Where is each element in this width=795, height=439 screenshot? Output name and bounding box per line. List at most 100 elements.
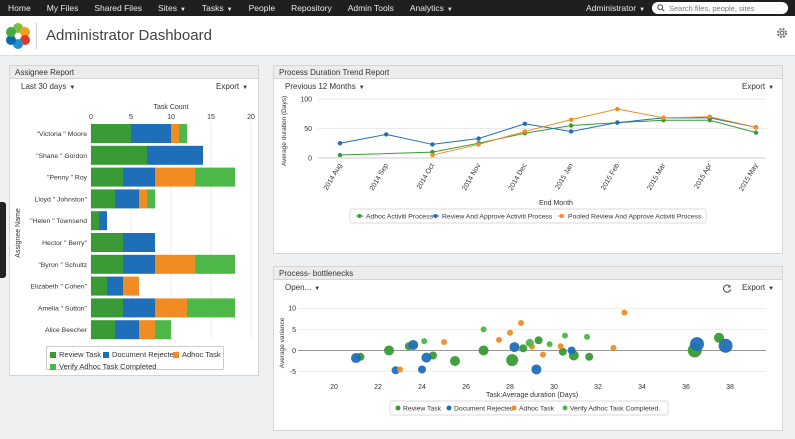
x-tick-label: 2014 Aug xyxy=(323,162,344,191)
panel-toolbar: Last 30 days ▼ Export ▼ xyxy=(10,79,258,94)
chevron-down-icon: ▼ xyxy=(226,7,233,13)
assignee-report-panel: Assignee Report Last 30 days ▼ Export ▼ Ta… xyxy=(9,65,259,376)
x-tick-label: 2014 Dec xyxy=(508,162,529,192)
bubble xyxy=(509,342,520,353)
nav-item-repository[interactable]: Repository xyxy=(283,0,340,16)
chevron-down-icon: ▼ xyxy=(69,85,76,91)
gear-icon[interactable] xyxy=(776,27,788,39)
legend-label: Verify Adhoc Task Completed. xyxy=(570,406,660,413)
data-point xyxy=(615,120,620,125)
y-axis-label: Average duration (Days) xyxy=(281,96,288,166)
legend-marker xyxy=(395,405,401,411)
side-drawer-handle[interactable] xyxy=(0,202,6,278)
data-point xyxy=(522,121,528,126)
x-tick-label: 30 xyxy=(550,384,558,391)
search-input[interactable] xyxy=(669,3,783,13)
period-dropdown[interactable]: Previous 12 Months ▼ xyxy=(285,82,365,91)
bar-segment xyxy=(123,167,155,187)
assignee-bar-chart: Task Count 0 5 10 15 20 "Victoria " Moore "Shan… xyxy=(15,104,255,340)
x-axis-label: End Month xyxy=(539,200,573,207)
legend-swatch xyxy=(173,351,179,358)
export-dropdown[interactable]: Export ▼ xyxy=(742,283,774,292)
alfresco-logo xyxy=(6,23,30,49)
nav-item-home[interactable]: Home xyxy=(0,0,39,16)
data-point xyxy=(753,125,759,130)
bubble xyxy=(450,356,460,366)
bar-segment xyxy=(91,211,99,231)
bar-segment xyxy=(131,124,171,143)
bubble xyxy=(540,351,546,358)
chevron-down-icon: ▼ xyxy=(639,7,646,13)
series-line xyxy=(339,117,757,145)
chevron-down-icon: ▼ xyxy=(446,7,453,13)
bar-segment xyxy=(115,320,139,340)
legend-marker xyxy=(446,405,452,411)
bar-segment xyxy=(107,276,123,296)
period-dropdown[interactable]: Last 30 days ▼ xyxy=(21,82,75,91)
x-tick-label: 2014 Nov xyxy=(461,162,482,192)
bubble xyxy=(421,338,428,345)
x-tick-label: 2014 Sep xyxy=(369,162,390,192)
legend-item[interactable]: Review Task xyxy=(50,350,101,359)
refresh-icon[interactable] xyxy=(723,284,732,293)
bubble xyxy=(496,336,502,343)
data-point xyxy=(337,141,343,146)
chevron-down-icon: ▼ xyxy=(242,85,249,91)
nav-item-label: People xyxy=(248,3,276,13)
bubble xyxy=(506,354,519,367)
search-box[interactable] xyxy=(652,2,788,14)
legend-label: Document Rejected xyxy=(112,350,178,359)
export-label: Export xyxy=(216,82,240,91)
line-legend-box xyxy=(349,208,707,224)
nav-item-label: Analytics xyxy=(409,3,444,13)
bubble xyxy=(384,345,394,356)
nav-items: Home My Files Shared Files Sites ▼ Tasks ▼ Peop… xyxy=(0,0,461,16)
top-nav: Home My Files Shared Files Sites ▼ Tasks ▼ Peop… xyxy=(0,0,795,16)
bubble xyxy=(610,344,617,351)
bubble xyxy=(397,366,403,373)
category-label: Hector " Berry" xyxy=(42,240,87,247)
panel-title: Process- bottlenecks xyxy=(274,267,782,280)
nav-item-analytics[interactable]: Analytics ▼ xyxy=(402,0,461,16)
x-tick-label: 5 xyxy=(129,114,133,121)
category-label: "Byron " Schultz xyxy=(38,262,87,269)
trend-report-panel: Process Duration Trend Report Previous 1… xyxy=(273,65,783,254)
y-axis-label: Assignee Name xyxy=(15,208,22,258)
y-axis-label: Average variance xyxy=(279,317,286,368)
export-dropdown[interactable]: Export ▼ xyxy=(742,82,774,91)
bar-segment xyxy=(155,320,171,340)
nav-item-label: Home xyxy=(8,3,31,13)
nav-item-people[interactable]: People xyxy=(241,0,283,16)
legend-item[interactable]: Adhoc Task xyxy=(173,350,221,359)
status-dropdown[interactable]: Open... ▼ xyxy=(285,283,320,292)
legend-label: Verify Adhoc Task Completed xyxy=(59,362,157,371)
legend-item[interactable]: Document Rejected xyxy=(103,350,178,359)
nav-item-shared-files[interactable]: Shared Files xyxy=(86,0,150,16)
y-tick-label: 5 xyxy=(292,327,296,334)
bubble xyxy=(478,345,489,356)
nav-item-admin-tools[interactable]: Admin Tools xyxy=(340,0,402,16)
legend-marker xyxy=(559,214,564,218)
legend-item[interactable]: Verify Adhoc Task Completed xyxy=(50,362,156,371)
bar-segment xyxy=(147,189,155,209)
category-label: Lloyd " Johnston" xyxy=(35,196,88,203)
user-menu[interactable]: Administrator ▼ xyxy=(578,0,653,16)
legend-marker xyxy=(357,214,362,218)
data-point xyxy=(568,117,574,122)
data-point xyxy=(430,152,435,158)
y-tick-label: 10 xyxy=(288,306,296,313)
chevron-down-icon: ▼ xyxy=(358,85,365,91)
nav-item-my-files[interactable]: My Files xyxy=(39,0,87,16)
export-dropdown[interactable]: Export ▼ xyxy=(216,82,248,91)
bubble xyxy=(531,364,542,375)
nav-item-tasks[interactable]: Tasks ▼ xyxy=(194,0,241,16)
nav-item-sites[interactable]: Sites ▼ xyxy=(150,0,194,16)
chevron-down-icon: ▼ xyxy=(314,286,321,292)
bubble xyxy=(558,347,567,356)
bubble xyxy=(507,329,513,336)
bar-segment xyxy=(91,298,123,318)
legend-label: Adhoc Task xyxy=(182,350,221,359)
x-tick-label: 10 xyxy=(167,114,175,121)
bar-segment xyxy=(155,254,195,274)
